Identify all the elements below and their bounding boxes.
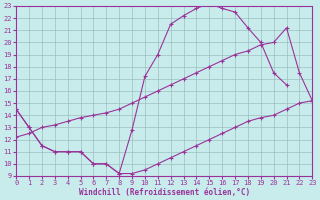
X-axis label: Windchill (Refroidissement éolien,°C): Windchill (Refroidissement éolien,°C) — [79, 188, 250, 197]
